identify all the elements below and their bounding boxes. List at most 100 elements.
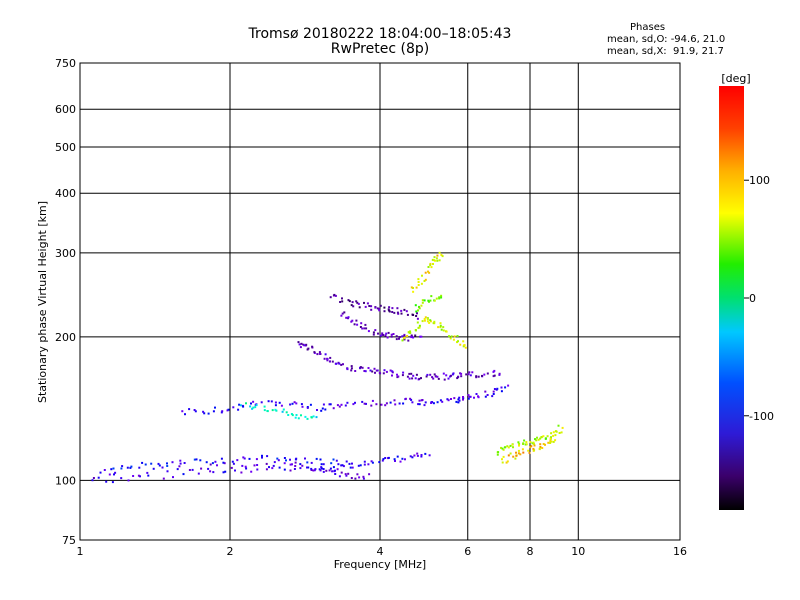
data-point: [295, 414, 298, 416]
data-point: [359, 366, 362, 369]
data-point: [328, 469, 331, 472]
data-point: [404, 458, 406, 461]
data-point: [414, 329, 417, 331]
data-point: [507, 454, 510, 457]
data-point: [358, 476, 361, 479]
data-point: [306, 461, 309, 464]
data-point: [152, 467, 155, 470]
data-point: [408, 331, 411, 334]
data-point: [506, 460, 509, 463]
data-point: [176, 468, 179, 471]
data-point: [319, 458, 322, 461]
data-point: [238, 403, 241, 406]
data-point: [403, 335, 406, 338]
data-point: [315, 416, 318, 419]
data-point: [331, 470, 334, 473]
data-point: [421, 274, 423, 277]
data-point: [428, 271, 431, 274]
data-point: [509, 444, 512, 447]
data-point: [197, 472, 200, 475]
data-point: [335, 362, 338, 365]
data-point: [403, 308, 406, 311]
data-point: [322, 463, 325, 466]
data-point: [330, 462, 333, 465]
data-point: [380, 403, 383, 406]
y-tick-label: 100: [55, 474, 76, 487]
data-point: [450, 335, 453, 338]
data-point: [375, 403, 378, 406]
data-point: [378, 307, 381, 310]
data-point: [139, 475, 141, 478]
data-point: [445, 374, 448, 377]
data-point: [231, 460, 234, 463]
data-point: [376, 307, 379, 310]
data-point: [343, 311, 346, 314]
data-point: [532, 447, 535, 450]
data-point: [439, 326, 442, 329]
data-point: [417, 309, 419, 312]
data-point: [370, 460, 373, 463]
data-point: [412, 290, 415, 293]
data-point: [211, 462, 214, 465]
data-point: [432, 402, 435, 405]
data-point: [290, 413, 293, 415]
data-point: [518, 442, 521, 445]
data-point: [345, 474, 348, 477]
data-point: [354, 477, 357, 480]
data-point: [273, 461, 276, 464]
data-point: [162, 477, 165, 480]
data-point: [250, 470, 253, 473]
data-point: [442, 372, 445, 375]
data-point: [429, 262, 432, 265]
data-point: [355, 300, 358, 303]
data-point: [471, 371, 474, 374]
data-point: [374, 329, 377, 332]
data-point: [539, 446, 542, 448]
data-point: [536, 436, 538, 439]
data-point: [322, 468, 325, 470]
data-point: [341, 464, 344, 467]
data-point: [420, 335, 423, 338]
data-point: [319, 469, 322, 472]
data-point: [496, 453, 499, 456]
data-point: [408, 377, 411, 380]
data-point: [515, 451, 517, 454]
data-point: [299, 463, 302, 466]
data-point: [440, 328, 443, 331]
data-point: [442, 326, 445, 329]
data-point: [549, 437, 552, 440]
data-point: [268, 466, 270, 469]
data-point: [367, 330, 370, 333]
data-point: [409, 330, 412, 333]
data-point: [498, 373, 501, 376]
data-point: [363, 463, 366, 466]
colorbar-label: [deg]: [721, 72, 750, 85]
data-point: [394, 403, 397, 406]
data-point: [361, 327, 364, 330]
data-point: [525, 441, 528, 444]
data-point: [391, 311, 394, 313]
data-point: [391, 307, 394, 310]
data-point: [360, 322, 363, 325]
x-tick-label: 4: [377, 545, 384, 558]
data-point: [137, 474, 140, 477]
data-point: [310, 467, 313, 470]
data-point: [424, 452, 427, 455]
data-point: [132, 475, 135, 477]
data-point: [293, 401, 296, 404]
data-point: [412, 336, 415, 339]
data-point: [484, 395, 487, 398]
data-point: [340, 403, 343, 406]
data-point: [547, 441, 550, 444]
colorbar-tick-label: 0: [749, 292, 756, 305]
data-point: [372, 331, 375, 334]
data-point: [207, 467, 210, 470]
x-tick-label: 8: [527, 545, 534, 558]
data-point: [321, 407, 324, 410]
data-point: [357, 464, 360, 467]
data-point: [398, 402, 401, 405]
data-point: [457, 398, 460, 401]
data-point: [146, 471, 149, 474]
data-point: [371, 370, 374, 373]
